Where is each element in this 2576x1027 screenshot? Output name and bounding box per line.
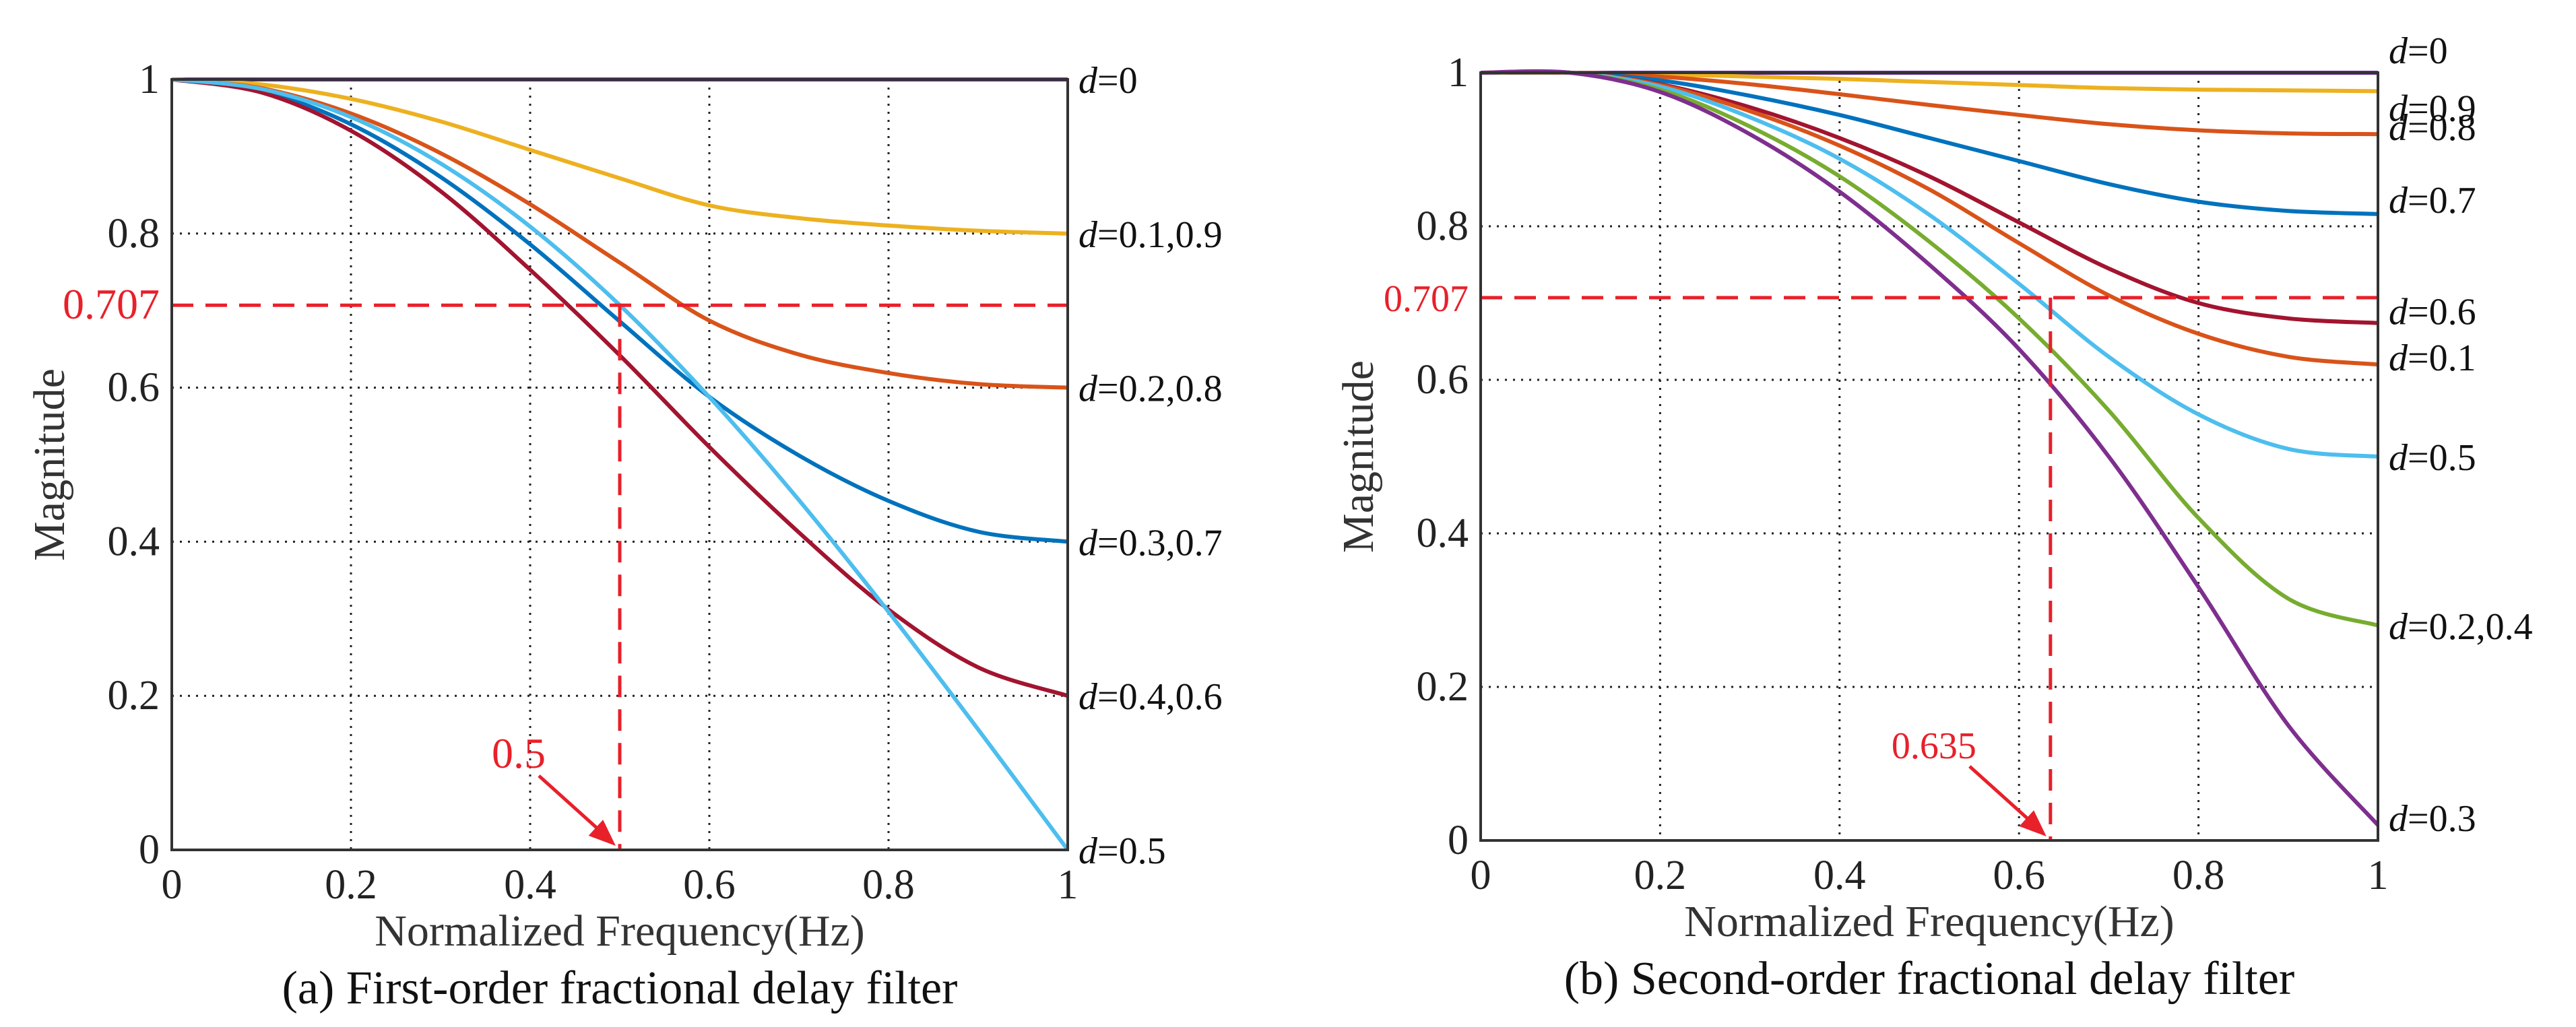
- y-tick-label: 0.2: [108, 673, 160, 719]
- series-curves: [1480, 69, 2380, 827]
- y-axis-label: Magnitude: [25, 368, 74, 561]
- series-line: [1480, 70, 2379, 216]
- y-axis-label: Magnitude: [1334, 360, 1383, 553]
- grid-lines: [172, 79, 1068, 850]
- curve-end-label: d=0.3,0.7: [1078, 522, 1223, 564]
- x-axis-label: Normalized Frequency(Hz): [1684, 897, 2175, 946]
- curve-end-label: d=0.6: [2389, 291, 2476, 333]
- plot-frame: [170, 78, 1069, 851]
- x-axis-label: Normalized Frequency(Hz): [375, 906, 865, 956]
- series-line: [1480, 69, 2379, 367]
- x-tick-labels: 0 0.2 0.4 0.6 0.8 1: [1471, 853, 2389, 898]
- chart-panel-first-order: 0.707 0.5 0 0.2 0.4 0.6 0.8 1 00.20.40.60.81 …: [25, 57, 1223, 1014]
- plot-frame: [1479, 71, 2379, 842]
- series-curves: [171, 77, 1070, 851]
- ref-y-label: 0.707: [1384, 278, 1469, 320]
- y-tick-label: 0.8: [108, 211, 160, 257]
- ref-x-label: 0.635: [1892, 725, 1976, 767]
- x-tick-label: 0.8: [2172, 853, 2225, 898]
- y-tick-label: 1: [139, 57, 160, 102]
- y-tick-label: 0: [1448, 818, 1469, 863]
- curve-end-label: d=0.5: [1078, 830, 1166, 872]
- curve-end-label: d=0.4,0.6: [1078, 676, 1223, 718]
- curve-end-label: d=0.1: [2389, 337, 2476, 379]
- x-tick-label: 1: [1058, 862, 1078, 908]
- x-tick-label: 0.6: [1993, 853, 2045, 898]
- y-tick-label: 0.8: [1417, 203, 1469, 249]
- curve-end-label: d=0.3: [2389, 798, 2476, 840]
- series-line: [171, 77, 1068, 236]
- y-tick-label: 0.4: [108, 519, 160, 564]
- curve-end-label: d=0.7: [2389, 180, 2476, 222]
- ref-arrowhead: [588, 820, 616, 846]
- x-tick-label: 0: [162, 862, 183, 908]
- curve-end-labels: d=0 d=0.9d=0.8 d=0.7 d=0.6d=0.1 d=0.5 d=0.2,0…: [2389, 30, 2533, 840]
- series-line: [171, 77, 1070, 851]
- series-line: [1480, 69, 2379, 459]
- x-tick-label: 0.4: [1813, 853, 1866, 898]
- series-line: [1480, 69, 2379, 325]
- curve-end-label: d=0: [2389, 30, 2448, 72]
- y-tick-label: 0.6: [1417, 357, 1469, 403]
- ref-arrow: [538, 774, 608, 838]
- series-line: [1480, 69, 2380, 827]
- y-tick-label: 1: [1448, 50, 1469, 96]
- curve-end-label: d=0.5: [2389, 437, 2476, 479]
- series-line: [171, 77, 1068, 390]
- x-tick-label: 1: [2368, 853, 2389, 898]
- grid-lines: [1481, 73, 2378, 840]
- y-tick-labels: 0 0.2 0.4 0.6 0.8 1: [108, 57, 160, 873]
- x-tick-label: 0.6: [683, 862, 736, 908]
- x-tick-label: 0.4: [504, 862, 556, 908]
- reference-annotations: 0.707 0.635: [1384, 278, 2378, 840]
- curve-end-label: d=0.2,0.4: [2389, 606, 2533, 648]
- x-tick-label: 0.2: [325, 862, 377, 908]
- curve-end-labels: d=0 d=0.1,0.9 d=0.2,0.8 d=0.3,0.7 d=0.4,0.6 d…: [1078, 60, 1223, 872]
- ref-arrow: [1968, 765, 2038, 828]
- curve-end-label: d=0.8: [2389, 107, 2476, 149]
- reference-annotations: 0.707 0.5: [63, 280, 1068, 850]
- curve-end-label: d=0.2,0.8: [1078, 368, 1223, 410]
- y-tick-label: 0.4: [1417, 510, 1469, 556]
- x-tick-label: 0: [1471, 853, 1491, 898]
- y-tick-label: 0.2: [1417, 664, 1469, 710]
- curve-end-label: d=0: [1078, 60, 1138, 102]
- ref-x-label: 0.5: [492, 729, 546, 777]
- series-line: [1480, 70, 2379, 137]
- y-tick-label: 0.6: [108, 365, 160, 411]
- x-tick-label: 0.2: [1634, 853, 1687, 898]
- x-tick-label: 0.8: [862, 862, 915, 908]
- panel-caption: (b) Second-order fractional delay filter: [1564, 953, 2295, 1005]
- x-tick-labels: 0 0.2 0.4 0.6 0.8 1: [162, 862, 1078, 908]
- y-tick-labels: 0 0.2 0.4 0.6 0.8 1: [1417, 50, 1469, 863]
- panel-caption: (a) First-order fractional delay filter: [282, 962, 958, 1014]
- curve-end-label: d=0.1,0.9: [1078, 214, 1223, 256]
- chart-panel-second-order: 0.707 0.635 0 0.2 0.4 0.6 0.8 1 0 0.2 0.4 0.6 0.8…: [1334, 30, 2533, 1005]
- y-tick-label: 0: [139, 827, 160, 873]
- ref-arrowhead: [2019, 810, 2047, 836]
- ref-y-label: 0.707: [63, 280, 160, 328]
- curve-end-label: d=0.9: [2389, 88, 2476, 129]
